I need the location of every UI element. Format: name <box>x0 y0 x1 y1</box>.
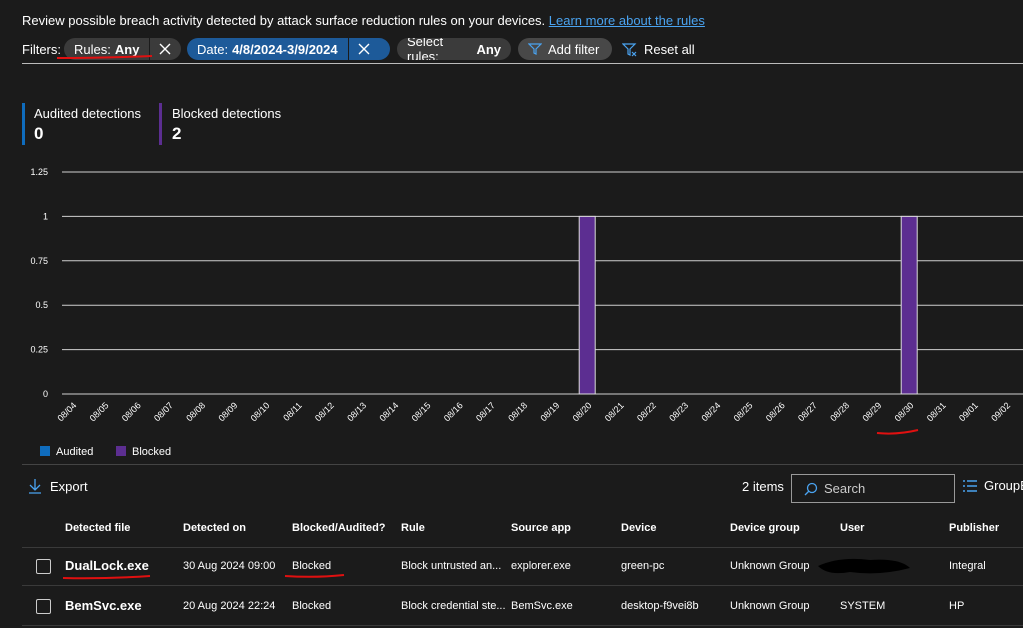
divider <box>22 547 1023 548</box>
red-underline <box>285 575 344 577</box>
redaction <box>818 559 910 573</box>
x-tick-label: 08/08 <box>184 400 207 423</box>
search-placeholder: Search <box>824 481 865 496</box>
table-cell: 20 Aug 2024 22:24 <box>183 600 275 612</box>
x-tick-label: 08/21 <box>603 400 626 423</box>
y-tick-label: 0.75 <box>30 256 48 266</box>
x-tick-label: 08/28 <box>828 400 851 423</box>
group-by-text: GroupBy <box>984 478 1023 493</box>
x-tick-label: 08/06 <box>120 400 143 423</box>
table-cell: green-pc <box>621 560 664 572</box>
legend-swatch <box>116 446 126 456</box>
search-icon <box>804 482 818 496</box>
column-header[interactable]: Publisher <box>949 522 999 534</box>
legend-label: Blocked <box>132 446 171 458</box>
x-tick-label: 08/20 <box>571 400 594 423</box>
red-underline <box>63 576 150 578</box>
table-cell: 30 Aug 2024 09:00 <box>183 560 275 572</box>
x-tick-label: 08/24 <box>699 400 722 423</box>
table-cell: Unknown Group <box>730 600 810 612</box>
row-checkbox[interactable] <box>36 599 51 614</box>
table-cell: Block untrusted an... <box>401 560 501 572</box>
table-cell: Unknown Group <box>730 560 810 572</box>
x-tick-label: 08/26 <box>764 400 787 423</box>
x-tick-label: 08/19 <box>538 400 561 423</box>
column-header[interactable]: Detected file <box>65 522 130 534</box>
x-tick-label: 08/11 <box>281 400 304 423</box>
table-cell: desktop-f9vei8b <box>621 600 699 612</box>
x-tick-label: 08/30 <box>893 400 916 423</box>
column-header[interactable]: User <box>840 522 864 534</box>
export-button[interactable]: Export <box>28 478 88 494</box>
x-tick-label: 08/25 <box>732 400 755 423</box>
x-tick-label: 08/31 <box>925 400 948 423</box>
bar <box>579 216 595 394</box>
column-header[interactable]: Blocked/Audited? <box>292 522 386 534</box>
export-text: Export <box>50 479 88 494</box>
column-header[interactable]: Device group <box>730 522 800 534</box>
column-header[interactable]: Rule <box>401 522 425 534</box>
x-tick-label: 08/18 <box>506 400 529 423</box>
item-count: 2 items <box>742 479 784 494</box>
row-checkbox[interactable] <box>36 559 51 574</box>
table-cell: Block credential ste... <box>401 600 506 612</box>
y-tick-label: 1.25 <box>30 167 48 177</box>
group-by-button[interactable]: GroupBy <box>962 478 1023 493</box>
x-tick-label: 08/29 <box>860 400 883 423</box>
legend-swatch <box>40 446 50 456</box>
column-header[interactable]: Device <box>621 522 656 534</box>
x-tick-label: 08/04 <box>55 400 78 423</box>
x-tick-label: 08/16 <box>442 400 465 423</box>
export-icon <box>28 478 42 494</box>
y-tick-label: 1 <box>43 211 48 221</box>
table-cell: explorer.exe <box>511 560 571 572</box>
x-tick-label: 09/01 <box>957 400 980 423</box>
y-tick-label: 0 <box>43 389 48 399</box>
divider <box>22 585 1023 586</box>
table-cell: BemSvc.exe <box>511 600 573 612</box>
chart: 0 0.25 0.5 0.75 1 1.25 08/04 08/05 08/06 08/07 08/… <box>0 0 1023 465</box>
divider <box>22 625 1023 626</box>
divider <box>22 464 1023 465</box>
table-cell: SYSTEM <box>840 600 885 612</box>
x-tick-label: 08/15 <box>410 400 433 423</box>
column-header[interactable]: Detected on <box>183 522 246 534</box>
table-cell: Blocked <box>292 560 331 572</box>
x-tick-label: 08/12 <box>313 400 336 423</box>
table-cell: Integral <box>949 560 986 572</box>
search-box[interactable]: Search <box>791 474 955 503</box>
x-tick-label: 08/05 <box>88 400 111 423</box>
legend-label: Audited <box>56 446 93 458</box>
table-cell: Blocked <box>292 600 331 612</box>
x-tick-label: 08/22 <box>635 400 658 423</box>
x-tick-label: 08/09 <box>216 400 239 423</box>
x-tick-label: 08/23 <box>667 400 690 423</box>
x-tick-label: 08/10 <box>249 400 272 423</box>
file-name[interactable]: DualLock.exe <box>65 558 149 573</box>
y-tick-label: 0.25 <box>30 345 48 355</box>
file-name[interactable]: BemSvc.exe <box>65 598 142 613</box>
x-tick-label: 08/17 <box>474 400 497 423</box>
x-tick-label: 08/13 <box>345 400 368 423</box>
x-tick-label: 08/14 <box>377 400 400 423</box>
x-tick-label: 08/07 <box>152 400 175 423</box>
bar <box>901 216 917 394</box>
group-icon <box>962 479 978 493</box>
x-tick-label: 08/27 <box>796 400 819 423</box>
table-cell: HP <box>949 600 964 612</box>
column-header[interactable]: Source app <box>511 522 571 534</box>
y-tick-label: 0.5 <box>35 300 48 310</box>
x-tick-label: 09/02 <box>989 400 1012 423</box>
